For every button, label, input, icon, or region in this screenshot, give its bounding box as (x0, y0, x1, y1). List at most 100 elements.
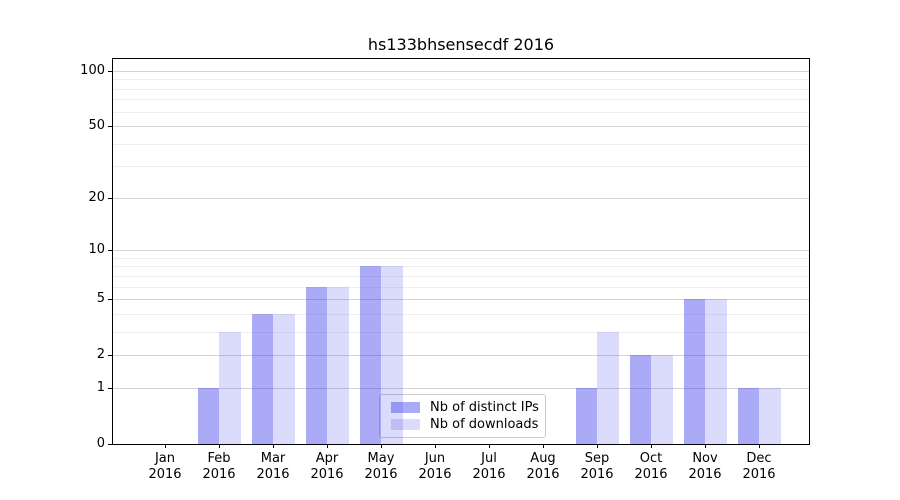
gridline-2 (113, 355, 809, 357)
chart-title: hs133bhsensecdf 2016 (367, 35, 555, 54)
y-tick-5 (108, 299, 112, 301)
y-tick-label-100: 100 (80, 62, 105, 78)
x-tick-label-apr: Apr 2016 (300, 451, 354, 483)
gridline-50 (113, 126, 809, 128)
gridline-minor-60 (113, 111, 809, 113)
x-tick-month: Oct (639, 451, 663, 466)
legend-label: Nb of distinct IPs (430, 400, 539, 415)
y-tick-2 (108, 355, 112, 357)
bar-downloads-may (381, 266, 403, 444)
x-tick-month: Dec (746, 451, 772, 466)
bar-downloads-feb (219, 331, 241, 444)
gridline-100 (113, 70, 809, 72)
x-tick-oct (651, 444, 652, 448)
x-tick-month: Jul (481, 451, 497, 466)
x-tick-year: 2016 (364, 467, 398, 482)
x-tick-year: 2016 (634, 467, 668, 482)
gridline-20 (113, 197, 809, 199)
bar-downloads-mar (273, 313, 295, 444)
y-tick-label-2: 2 (96, 347, 105, 363)
x-tick-year: 2016 (148, 467, 182, 482)
y-tick-label-50: 50 (88, 118, 105, 134)
x-tick-month: Mar (260, 451, 286, 466)
x-tick-label-oct: Oct 2016 (624, 451, 678, 483)
gridline-minor-90 (113, 79, 809, 81)
x-tick-month: Jan (154, 451, 176, 466)
bar-distinct-ips-oct (629, 355, 651, 444)
y-tick-label-0: 0 (96, 436, 105, 451)
legend-swatch-icon (391, 419, 420, 430)
x-tick-label-may: May 2016 (354, 451, 408, 483)
x-tick-may (381, 444, 382, 448)
bar-downloads-oct (651, 355, 673, 444)
x-tick-aug (543, 444, 544, 448)
x-tick-jul (489, 444, 490, 448)
bar-downloads-apr (327, 286, 349, 444)
x-tick-month: Sep (584, 451, 610, 466)
gridline-minor-6 (113, 286, 809, 288)
legend-swatch-icon (391, 402, 420, 413)
bar-distinct-ips-apr (305, 286, 327, 444)
legend-entry-distinct-ips: Nb of distinct IPs (386, 400, 539, 415)
x-tick-mar (273, 444, 274, 448)
x-tick-month: Nov (692, 451, 718, 466)
x-tick-year: 2016 (742, 467, 776, 482)
x-tick-label-jul: Jul 2016 (462, 451, 516, 483)
x-tick-year: 2016 (526, 467, 560, 482)
gridline-minor-4 (113, 313, 809, 315)
x-tick-nov (705, 444, 706, 448)
x-tick-month: Feb (207, 451, 231, 466)
y-tick-1 (108, 388, 112, 389)
x-tick-apr (327, 444, 328, 448)
x-tick-month: Jun (424, 451, 446, 466)
x-tick-label-jun: Jun 2016 (408, 451, 462, 483)
x-tick-sep (597, 444, 598, 448)
x-tick-label-jan: Jan 2016 (138, 451, 192, 483)
x-tick-month: Apr (315, 451, 339, 466)
x-tick-year: 2016 (418, 467, 452, 482)
x-tick-month: May (367, 451, 395, 466)
legend-entry-downloads: Nb of downloads (386, 417, 539, 432)
gridline-minor-80 (113, 88, 809, 90)
x-tick-jan (165, 444, 166, 448)
y-tick-label-1: 1 (96, 380, 105, 395)
y-tick-label-5: 5 (96, 291, 105, 307)
x-tick-label-dec: Dec 2016 (732, 451, 786, 483)
y-tick-label-10: 10 (88, 242, 105, 258)
bar-downloads-dec (759, 388, 781, 444)
gridline-1 (113, 388, 809, 389)
gridline-5 (113, 299, 809, 301)
x-tick-year: 2016 (580, 467, 614, 482)
x-tick-label-sep: Sep 2016 (570, 451, 624, 483)
x-tick-year: 2016 (310, 467, 344, 482)
y-tick-10 (108, 250, 112, 252)
x-tick-jun (435, 444, 436, 448)
gridline-minor-40 (113, 143, 809, 145)
y-tick-label-20: 20 (88, 189, 105, 205)
x-tick-year: 2016 (202, 467, 236, 482)
gridline-minor-3 (113, 331, 809, 333)
x-tick-label-nov: Nov 2016 (678, 451, 732, 483)
x-tick-year: 2016 (256, 467, 290, 482)
x-tick-year: 2016 (688, 467, 722, 482)
plot-area: Nb of distinct IPs Nb of downloads 0 1 2 5 10… (80, 58, 810, 482)
gridline-minor-70 (113, 99, 809, 101)
gridline-10 (113, 250, 809, 252)
bar-distinct-ips-dec (737, 388, 759, 444)
y-tick-0 (108, 444, 112, 445)
bar-downloads-sep (597, 331, 619, 444)
bar-distinct-ips-feb (197, 388, 219, 444)
x-tick-label-aug: Aug 2016 (516, 451, 570, 483)
bar-distinct-ips-nov (683, 299, 705, 444)
gridline-minor-7 (113, 275, 809, 277)
bar-downloads-nov (705, 299, 727, 444)
x-tick-dec (759, 444, 760, 448)
gridline-minor-9 (113, 257, 809, 259)
x-tick-label-mar: Mar 2016 (246, 451, 300, 483)
y-tick-50 (108, 126, 112, 128)
x-tick-month: Aug (530, 451, 556, 466)
x-tick-year: 2016 (472, 467, 506, 482)
x-tick-label-feb: Feb 2016 (192, 451, 246, 483)
x-tick-feb (219, 444, 220, 448)
